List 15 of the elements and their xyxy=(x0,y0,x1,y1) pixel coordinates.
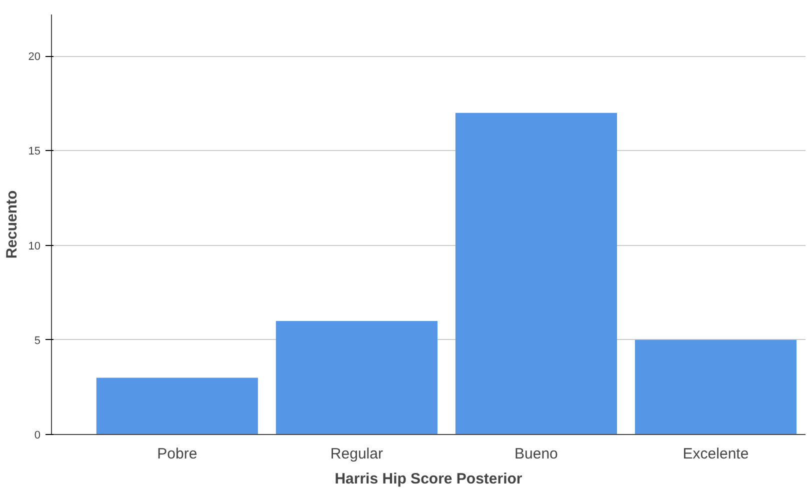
y-tick-label: 20 xyxy=(28,51,41,64)
x-tick-label: Excelente xyxy=(682,446,749,462)
y-tick-label: 0 xyxy=(34,430,41,442)
bar xyxy=(634,340,797,434)
x-tick-label: Regular xyxy=(330,446,383,462)
x-axis-title: Harris Hip Score Posterior xyxy=(334,470,522,488)
x-tick-label: Bueno xyxy=(514,446,558,462)
bar xyxy=(276,320,438,434)
bar xyxy=(455,112,617,434)
y-tick-label: 5 xyxy=(34,334,41,347)
y-axis-title: Recuento xyxy=(3,190,20,259)
y-tick-label: 10 xyxy=(28,240,41,252)
x-tick-label: Pobre xyxy=(157,446,198,462)
bar xyxy=(96,378,258,434)
y-tick-label: 15 xyxy=(28,146,41,158)
